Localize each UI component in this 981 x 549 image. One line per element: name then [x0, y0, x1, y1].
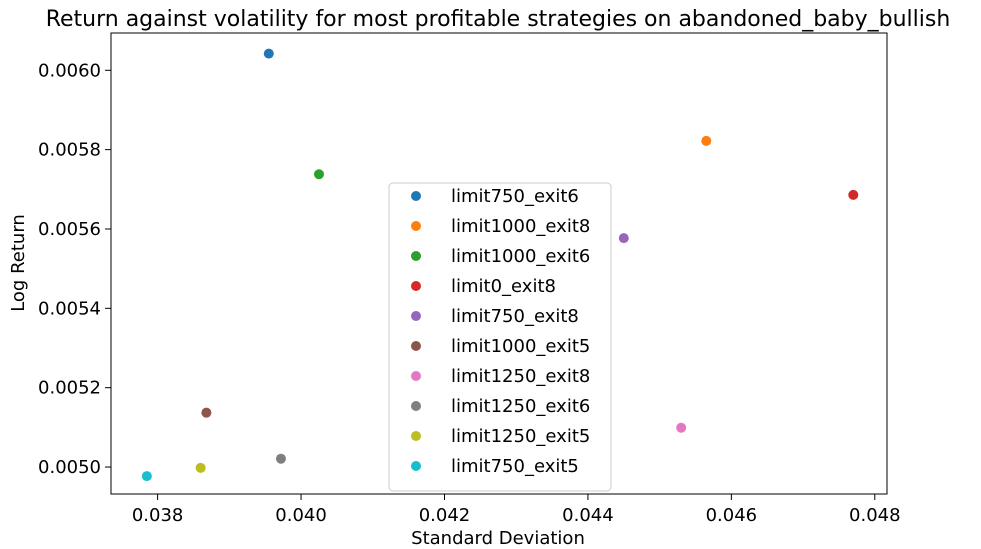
legend-marker	[411, 401, 421, 411]
legend-label: limit1250_exit6	[451, 396, 590, 417]
legend-label: limit750_exit5	[451, 456, 579, 477]
point-limit750_exit6	[263, 48, 274, 59]
x-tick-label: 0.048	[849, 505, 901, 526]
point-limit1250_exit8	[676, 422, 687, 433]
x-tick-label: 0.038	[132, 505, 184, 526]
point-limit1000_exit6	[313, 169, 324, 180]
y-axis-label: Log Return	[8, 214, 29, 312]
point-limit750_exit8	[618, 233, 629, 244]
x-axis-label: Standard Deviation	[411, 528, 585, 549]
legend-marker	[411, 341, 421, 351]
y-axis: 0.0050 0.0052 0.0054 0.0056 0.0058 0.0060	[38, 60, 111, 478]
x-tick-label: 0.046	[706, 505, 758, 526]
legend-marker	[411, 311, 421, 321]
legend-box	[388, 182, 612, 492]
legend-label: limit1250_exit8	[451, 366, 590, 387]
legend-marker	[411, 371, 421, 381]
x-tick-label: 0.040	[275, 505, 327, 526]
y-tick-label: 0.0052	[38, 378, 101, 399]
chart-title: Return against volatility for most profi…	[46, 7, 951, 32]
legend-marker	[411, 281, 421, 291]
legend: limit750_exit6 limit1000_exit8 limit1000_e…	[388, 182, 612, 492]
legend-label: limit0_exit8	[451, 276, 556, 297]
legend-marker	[411, 251, 421, 261]
legend-label: limit1000_exit6	[451, 246, 590, 267]
legend-label: limit1000_exit5	[451, 336, 590, 357]
legend-label: limit1250_exit5	[451, 426, 590, 447]
legend-marker	[411, 461, 421, 471]
point-limit750_exit5	[141, 471, 152, 482]
plot-area	[110, 32, 888, 495]
point-limit1000_exit8	[701, 135, 712, 146]
legend-marker	[411, 191, 421, 201]
y-tick-label: 0.0054	[38, 298, 101, 319]
legend-label: limit1000_exit8	[451, 216, 590, 237]
x-tick-label: 0.044	[562, 505, 614, 526]
legend-marker	[411, 221, 421, 231]
legend-label: limit750_exit6	[451, 186, 579, 207]
plot-border	[110, 32, 888, 495]
y-tick-label: 0.0056	[38, 219, 101, 240]
point-limit1000_exit5	[201, 407, 212, 418]
point-limit1250_exit5	[195, 462, 206, 473]
point-limit0_exit8	[848, 189, 859, 200]
x-tick-label: 0.042	[419, 505, 471, 526]
point-limit1250_exit6	[275, 453, 286, 464]
legend-label: limit750_exit8	[451, 306, 579, 327]
y-tick-label: 0.0050	[38, 457, 101, 478]
data-points	[141, 48, 859, 482]
x-axis: 0.038 0.040 0.042 0.044 0.046 0.048	[132, 494, 901, 526]
y-tick-label: 0.0060	[38, 60, 101, 81]
legend-marker	[411, 431, 421, 441]
y-tick-label: 0.0058	[38, 140, 101, 161]
